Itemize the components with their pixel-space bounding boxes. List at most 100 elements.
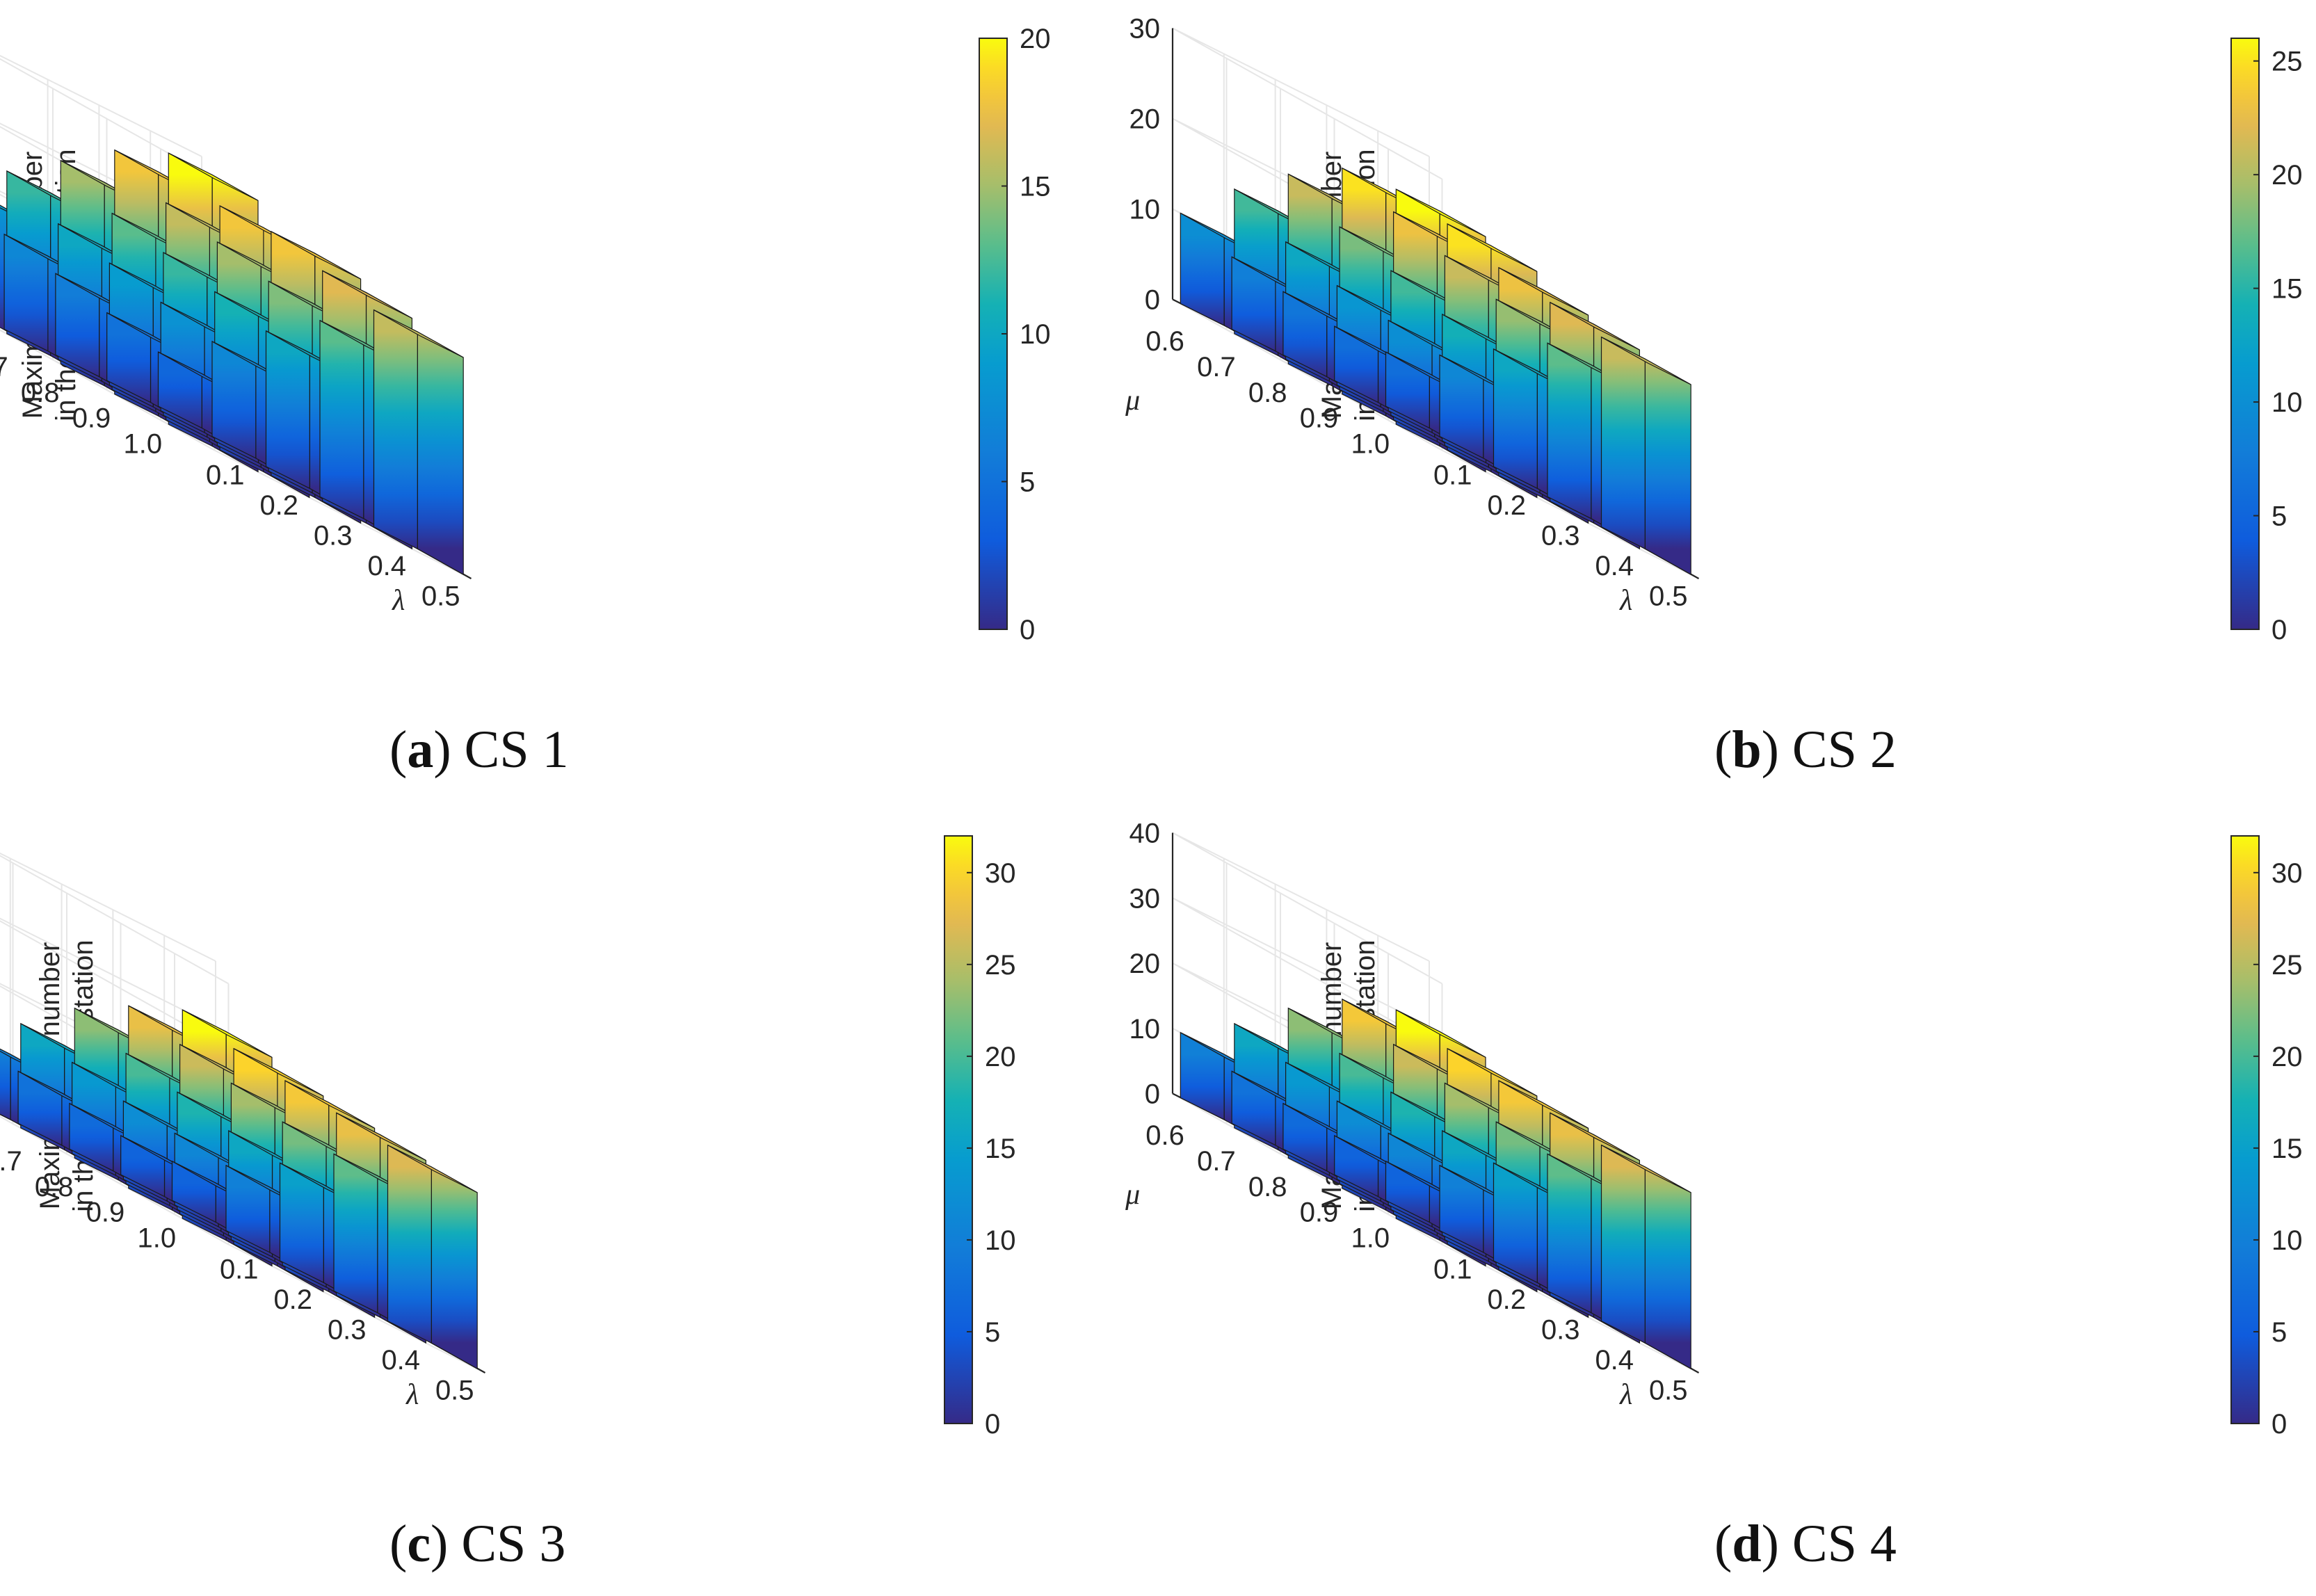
colorbar-tick-label: 20: [2271, 1042, 2303, 1072]
colorbar-tick-label: 20: [985, 1042, 1016, 1072]
colorbar-tick-label: 15: [985, 1134, 1016, 1164]
x-tick-label: 0.3: [1541, 521, 1580, 551]
colorbar-tick-label: 30: [2271, 858, 2303, 889]
bar-face-side: [1180, 1031, 1225, 1120]
x-tick-label: 0.3: [1541, 1315, 1580, 1346]
bar-face-side: [1547, 1153, 1592, 1314]
colorbar-bar: [944, 835, 973, 1424]
caption-text: CS 2: [1792, 720, 1897, 779]
bar-face-top: [182, 1009, 273, 1058]
x-axis-symbol: λ: [405, 1379, 419, 1411]
bar-face-top: [1498, 1080, 1589, 1129]
x-tick-label: 0.2: [273, 1284, 312, 1315]
bar-face-top: [1601, 1145, 1691, 1193]
z-tick-label: 10: [1129, 1014, 1161, 1045]
bar-face-side: [1600, 336, 1646, 550]
chart-cs2: 01020300.60.70.80.91.00.10.20.30.40.5μλM…: [1125, 14, 2303, 646]
colorbar-tick-label: 30: [985, 858, 1016, 889]
bar-face-top: [1396, 1009, 1486, 1058]
x-tick-label: 0.4: [1595, 1345, 1634, 1376]
y-tick-label: 0.7: [0, 352, 8, 382]
grid-line-z: [0, 852, 229, 985]
z-tick-label: 20: [1129, 104, 1161, 135]
bar: [373, 309, 464, 576]
bar-face-top: [1550, 1112, 1640, 1161]
bar-face-top: [271, 231, 361, 280]
x-tick-label: 0.4: [367, 551, 406, 581]
grid-line-z: [1172, 832, 1442, 985]
colorbar-tick-label: 10: [1020, 319, 1051, 350]
z-tick-label: 40: [1129, 819, 1161, 849]
bar-face-top: [1601, 337, 1691, 385]
y-tick-label: 0.8: [21, 378, 60, 408]
bar-face-side: [387, 1144, 432, 1344]
bar-face-top: [233, 1048, 324, 1097]
bar-face-top: [168, 152, 259, 201]
bar: [1600, 336, 1691, 576]
colorbar-tick-label: 0: [985, 1409, 1000, 1440]
colorbar: 0 5 10 15 20 25 30: [2230, 835, 2303, 1440]
x-tick-label: 0.1: [206, 460, 245, 491]
colorbar-tick-label: 25: [2271, 47, 2303, 77]
bar-face-front: [431, 1166, 478, 1370]
x-tick-label: 0.2: [259, 490, 298, 521]
caption-letter: a: [407, 720, 434, 779]
colorbar-tick-label: 5: [2271, 501, 2287, 532]
panel-cs1: 051015200.60.70.80.91.00.10.20.30.40.5μλ…: [0, 0, 1158, 798]
x-tick-label: 0.4: [381, 1345, 420, 1376]
grid-line-z: [1172, 27, 1442, 180]
z-tick-label: 20: [1129, 949, 1161, 979]
bar-face-front: [417, 331, 464, 576]
bar-face-top: [373, 309, 464, 358]
y-tick-label: 0.6: [1145, 326, 1184, 357]
x-tick-label: 0.3: [314, 521, 353, 551]
panel-cs4: 0 10 20 30 40 0.6 0.7 0.8 0.9 1.0 0.1 0.2 0.3 0.4 0.5 μ…: [1125, 798, 2316, 1595]
chart-cs1: 051015200.60.70.80.91.00.10.20.30.40.5μλ…: [0, 24, 1051, 645]
bar-face-top: [336, 1112, 426, 1161]
colorbar-tick-label: 5: [985, 1317, 1000, 1348]
bar-face-front: [1644, 358, 1691, 576]
bar-face-side: [0, 1048, 11, 1120]
colorbar: 0 5 10 15 20: [979, 24, 1051, 645]
bars: [1180, 167, 1691, 576]
y-tick-label: 0.9: [1300, 1198, 1339, 1228]
grid-line-z: [0, 917, 229, 1050]
colorbar-bar: [2230, 38, 2260, 630]
bars: [0, 1005, 478, 1370]
chart-cs4: 0 10 20 30 40 0.6 0.7 0.8 0.9 1.0 0.1 0.2 0.3 0.4 0.5 μ…: [1125, 819, 2303, 1440]
y-tick-label: 0.9: [72, 403, 111, 434]
colorbar-tick-label: 25: [985, 950, 1016, 981]
colorbar-tick-label: 10: [985, 1225, 1016, 1256]
x-tick-label: 0.5: [1649, 1375, 1688, 1405]
y-tick-label: 1.0: [137, 1223, 176, 1254]
x-tick-label: 0.3: [328, 1315, 367, 1346]
bar-face-top: [387, 1145, 478, 1193]
y-tick-label: 1.0: [1351, 429, 1390, 460]
x-axis-symbol: λ: [1618, 1379, 1632, 1411]
bar-face-top: [1498, 267, 1589, 316]
bar-face-top: [1447, 1048, 1538, 1097]
bar-face-top: [1396, 188, 1486, 237]
colorbar: 0 5 10 15 20 25: [2230, 38, 2303, 645]
colorbar-tick-label: 15: [2271, 1134, 2303, 1164]
colorbar-tick-label: 5: [2271, 1317, 2287, 1348]
colorbar-tick-label: 0: [2271, 1409, 2287, 1440]
x-tick-label: 0.1: [1433, 460, 1472, 491]
bar-face-top: [322, 270, 412, 319]
bars: [0, 149, 464, 576]
panel-cs2: 01020300.60.70.80.91.00.10.20.30.40.5μλM…: [1125, 0, 2316, 798]
colorbar-tick-label: 5: [1020, 467, 1035, 498]
z-tick-label: 0: [1145, 1079, 1160, 1110]
y-tick-label: 1.0: [123, 429, 162, 460]
caption-letter: c: [407, 1515, 431, 1573]
caption-cs2: (b) CS 2: [1714, 720, 1897, 779]
chart-cs3: 0102030400.60.70.80.91.00.10.20.30.40.5μ…: [0, 835, 1016, 1440]
caption-cs4: (d) CS 4: [1714, 1515, 1897, 1573]
bar-face-side: [1547, 342, 1592, 519]
caption-text: CS 3: [461, 1515, 566, 1573]
y-tick-label: 0.8: [1248, 378, 1287, 408]
bar-face-top: [1550, 302, 1640, 350]
bar-face-side: [333, 1153, 378, 1314]
caption-text: CS 1: [464, 720, 569, 779]
